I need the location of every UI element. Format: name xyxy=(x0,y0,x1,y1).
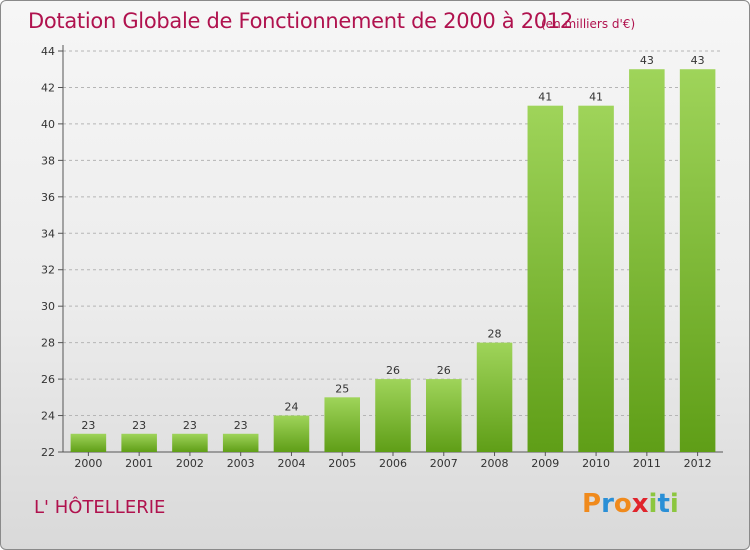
y-tick-label: 42 xyxy=(41,81,55,94)
logo-letter: x xyxy=(631,489,649,519)
chart-title: Dotation Globale de Fonctionnement de 20… xyxy=(28,9,573,33)
y-tick-label: 26 xyxy=(41,373,55,386)
data-label: 43 xyxy=(640,54,654,67)
bar xyxy=(70,433,107,452)
bar xyxy=(527,105,564,452)
x-tick-label: 2003 xyxy=(227,457,255,470)
commune-name: L' HÔTELLERIE xyxy=(34,497,166,518)
logo-letter: t xyxy=(657,489,670,519)
data-label: 41 xyxy=(589,91,603,104)
x-tick-label: 2006 xyxy=(379,457,407,470)
logo-letter: i xyxy=(648,489,658,519)
data-label: 26 xyxy=(386,364,400,377)
data-label: 24 xyxy=(284,401,298,414)
x-tick-label: 2005 xyxy=(328,457,356,470)
data-label: 23 xyxy=(132,419,146,432)
logo-letter: r xyxy=(601,489,614,519)
bar xyxy=(629,69,665,453)
data-label: 25 xyxy=(335,382,349,395)
x-tick-label: 2009 xyxy=(531,457,559,470)
bar xyxy=(273,415,310,452)
x-tick-label: 2008 xyxy=(481,457,509,470)
x-tick-label: 2000 xyxy=(74,457,102,470)
y-tick-label: 32 xyxy=(41,264,55,277)
chart-unit: (en milliers d'€) xyxy=(541,17,636,31)
x-tick-label: 2011 xyxy=(633,457,661,470)
bar xyxy=(222,433,259,452)
y-tick-label: 36 xyxy=(41,191,55,204)
bar xyxy=(426,379,462,452)
logo-letter: i xyxy=(669,489,679,519)
bar xyxy=(679,69,716,453)
y-tick-label: 24 xyxy=(41,410,55,423)
proxiti-logo: Proxiti xyxy=(582,489,679,519)
x-tick-label: 2010 xyxy=(582,457,610,470)
bar xyxy=(172,433,208,452)
bar xyxy=(121,433,157,452)
y-tick-label: 40 xyxy=(41,118,55,131)
x-tick-label: 2004 xyxy=(277,457,305,470)
bar xyxy=(578,105,614,452)
y-tick-label: 28 xyxy=(41,337,55,350)
bar xyxy=(324,397,360,452)
bar xyxy=(476,342,513,452)
logo-letter: P xyxy=(582,489,602,519)
y-tick-label: 22 xyxy=(41,446,55,459)
x-tick-label: 2002 xyxy=(176,457,204,470)
y-tick-label: 38 xyxy=(41,154,55,167)
y-tick-label: 44 xyxy=(41,45,55,58)
data-label: 23 xyxy=(183,419,197,432)
data-label: 23 xyxy=(234,419,248,432)
bar xyxy=(375,379,411,452)
x-tick-label: 2007 xyxy=(430,457,458,470)
data-label: 41 xyxy=(538,91,552,104)
y-tick-label: 34 xyxy=(41,227,55,240)
y-tick-label: 30 xyxy=(41,300,55,313)
data-label: 28 xyxy=(488,328,502,341)
x-tick-label: 2012 xyxy=(684,457,712,470)
logo-letter: o xyxy=(613,489,632,519)
data-label: 26 xyxy=(437,364,451,377)
x-tick-label: 2001 xyxy=(125,457,153,470)
data-label: 43 xyxy=(691,54,705,67)
data-label: 23 xyxy=(81,419,95,432)
